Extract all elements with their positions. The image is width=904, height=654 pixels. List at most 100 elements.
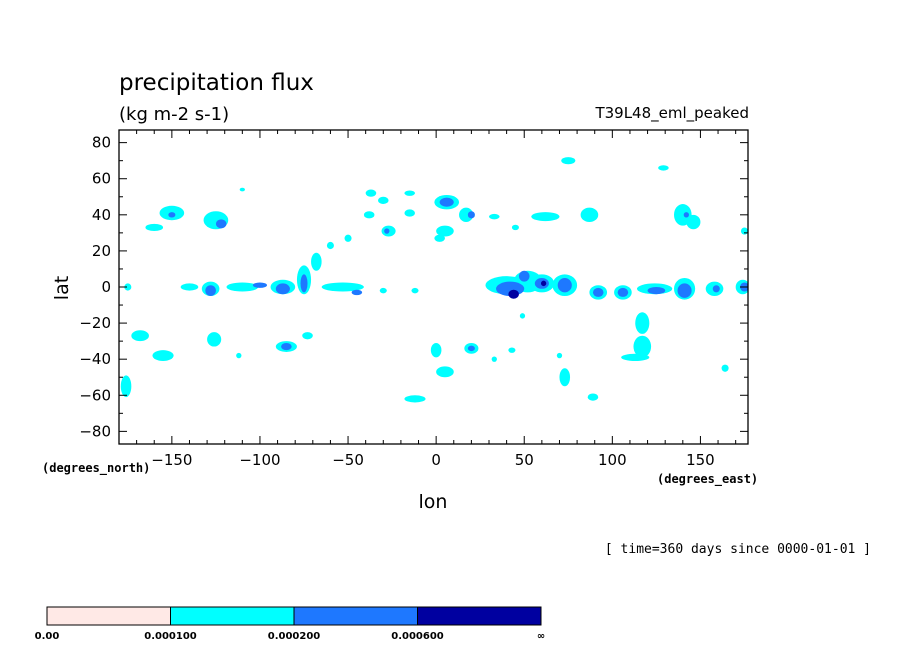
time-label: [ time=360 days since 0000-01-01 ] <box>605 542 871 557</box>
precip-contour-level-2 <box>275 283 290 295</box>
precip-contour-level-1 <box>436 225 454 237</box>
colorbar-swatch <box>46 606 171 626</box>
precip-contour-level-1 <box>740 227 748 235</box>
precip-contour-level-1 <box>491 356 497 362</box>
precip-contour-level-1 <box>131 330 149 342</box>
precip-contour-level-1 <box>633 335 652 358</box>
precip-contour-level-1 <box>511 224 519 231</box>
precip-contour-level-2 <box>677 283 692 298</box>
precip-contour-level-1 <box>302 332 313 340</box>
precip-contour-level-2 <box>683 212 689 218</box>
x-tick-label: −50 <box>332 451 364 469</box>
y-tick-label: −80 <box>79 422 111 440</box>
precip-contour-level-3 <box>540 280 547 287</box>
x-axis-label: lon <box>419 491 448 513</box>
precip-contour-level-2 <box>518 270 530 282</box>
colorbar-level-label: 0.000200 <box>268 631 321 642</box>
precip-contour-level-1 <box>508 347 516 353</box>
precip-contour-level-2 <box>647 287 666 295</box>
precip-contour-level-1 <box>404 190 416 196</box>
precip-contour-level-1 <box>404 209 416 217</box>
precip-contour-level-1 <box>365 189 377 197</box>
precip-contour-level-1 <box>587 393 599 401</box>
x-axis-units: (degrees_east) <box>657 472 758 487</box>
precip-contour-level-1 <box>145 223 164 232</box>
precip-contour-level-1 <box>180 283 199 291</box>
precip-contour-level-2 <box>439 197 454 207</box>
x-tick-label: 50 <box>515 451 534 469</box>
precip-contour-level-1 <box>519 313 526 319</box>
y-axis-label: lat <box>51 276 73 300</box>
precip-contour-level-1 <box>489 213 500 220</box>
precip-contour-level-1 <box>686 214 701 230</box>
x-tick-label: 0 <box>431 451 441 469</box>
precip-contour-level-2 <box>467 345 475 352</box>
precip-contour-level-1 <box>226 282 259 292</box>
precip-contour-level-2 <box>592 287 604 297</box>
precip-contour-level-1 <box>321 282 364 292</box>
colorbar-level-label: 0.00 <box>35 631 60 642</box>
precip-contour-level-1 <box>635 312 650 334</box>
y-tick-label: −60 <box>79 386 111 404</box>
x-tick-label: 100 <box>598 451 627 469</box>
precip-contour-level-2 <box>712 285 720 293</box>
x-tick-label: 150 <box>686 451 715 469</box>
precip-contour-level-2 <box>215 219 227 229</box>
precip-contour-level-1 <box>326 241 334 250</box>
precip-contour-level-2 <box>384 228 390 234</box>
y-tick-label: 0 <box>101 278 111 296</box>
x-tick-label: −150 <box>151 451 192 469</box>
precip-contour-level-1 <box>559 368 571 387</box>
precip-contour-level-1 <box>120 375 132 398</box>
x-axis-ticks: −150 −100 −50 0 50 100 150 <box>136 130 737 469</box>
run-label: T39L48_eml_peaked <box>594 104 749 123</box>
colorbar-swatch <box>293 606 418 626</box>
precip-contour-level-1 <box>363 211 375 219</box>
y-tick-label: 40 <box>92 206 111 224</box>
precip-contour-level-2 <box>467 211 475 219</box>
precip-contour-level-2 <box>300 274 308 293</box>
precip-contour-level-2 <box>557 277 572 293</box>
colorbar-swatch <box>170 606 295 626</box>
contour-fills <box>120 157 748 403</box>
y-tick-label: −20 <box>79 314 111 332</box>
precip-contour-level-1 <box>124 283 132 291</box>
precip-contour-level-1 <box>344 234 352 242</box>
precip-contour-level-2 <box>351 289 363 296</box>
precip-contour-level-1 <box>580 207 599 223</box>
colorbar-level-label: ∞ <box>537 631 545 642</box>
precip-contour-level-1 <box>721 364 729 372</box>
precip-contour-level-1 <box>152 350 174 361</box>
precip-contour-level-1 <box>207 332 222 347</box>
chart-title: precipitation flux <box>119 70 314 96</box>
precip-contour-level-2 <box>281 342 292 351</box>
precip-contour-level-1 <box>561 157 576 165</box>
precip-contour-level-3 <box>508 289 519 299</box>
precip-contour-level-2 <box>617 287 629 297</box>
precip-contour-level-1 <box>430 342 442 358</box>
precip-contour-level-2 <box>205 285 216 297</box>
precip-contour-level-1 <box>531 212 560 222</box>
precip-contour-level-2 <box>252 282 267 288</box>
plot-area: −150 −100 −50 0 50 100 150 80 60 40 20 0 −20 −40 −60 −… <box>79 129 749 469</box>
colorbar-swatch <box>417 606 542 626</box>
precip-contour-level-1 <box>236 352 242 359</box>
precip-contour-level-1 <box>658 165 669 171</box>
precip-contour-level-1 <box>311 252 322 271</box>
precip-contour-level-1 <box>239 187 245 192</box>
colorbar: 0.00 0.000100 0.000200 0.000600 ∞ <box>35 606 545 642</box>
x-tick-label: −100 <box>239 451 280 469</box>
precip-contour-level-1 <box>459 207 474 223</box>
precip-contour-level-1 <box>556 352 563 359</box>
precip-contour-level-1 <box>404 395 426 403</box>
precip-contour-level-1 <box>411 287 419 294</box>
colorbar-level-label: 0.000600 <box>391 631 444 642</box>
y-axis-ticks: 80 60 40 20 0 −20 −40 −60 −80 <box>79 134 748 440</box>
y-tick-label: 20 <box>92 242 111 260</box>
precip-contour-level-1 <box>434 234 445 242</box>
precip-contour-level-1 <box>378 196 389 204</box>
chart-units: (kg m-2 s-1) <box>119 104 229 125</box>
y-tick-label: −40 <box>79 350 111 368</box>
y-axis-units: (degrees_north) <box>42 461 150 476</box>
